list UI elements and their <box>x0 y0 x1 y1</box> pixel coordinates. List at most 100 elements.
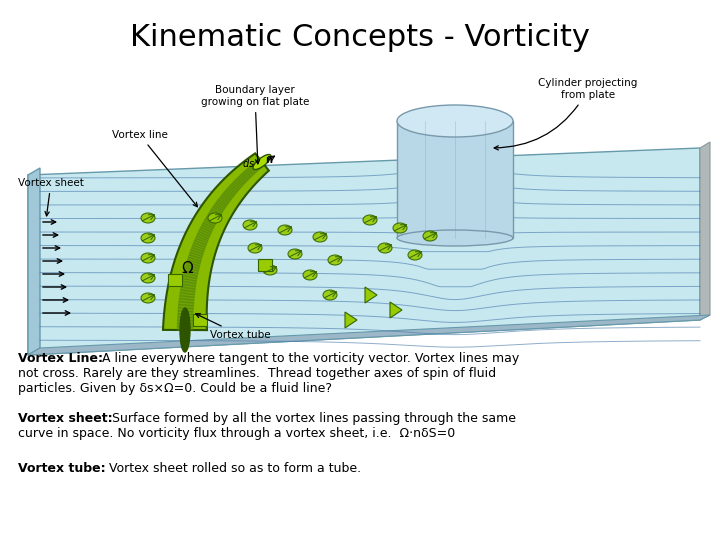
Polygon shape <box>177 323 193 327</box>
Polygon shape <box>190 250 203 256</box>
Polygon shape <box>189 252 202 259</box>
Text: A line everywhere tangent to the vorticity vector. Vortex lines may: A line everywhere tangent to the vortici… <box>98 352 519 365</box>
Polygon shape <box>208 213 219 220</box>
Text: $\it{ds}$: $\it{ds}$ <box>242 157 255 169</box>
Ellipse shape <box>180 308 190 352</box>
Ellipse shape <box>208 213 222 223</box>
Text: Vortex tube: Vortex tube <box>196 314 270 340</box>
Polygon shape <box>177 327 193 330</box>
Ellipse shape <box>328 255 342 265</box>
Polygon shape <box>179 295 194 300</box>
Ellipse shape <box>313 232 327 242</box>
Text: $\Omega$: $\Omega$ <box>181 260 194 276</box>
Polygon shape <box>242 172 249 180</box>
Polygon shape <box>365 287 377 303</box>
Polygon shape <box>186 265 199 271</box>
Polygon shape <box>258 159 264 166</box>
Bar <box>193 314 207 326</box>
Ellipse shape <box>397 230 513 246</box>
Text: $\mathbf{n}$: $\mathbf{n}$ <box>265 155 274 165</box>
Polygon shape <box>255 161 261 169</box>
Polygon shape <box>239 175 246 183</box>
Polygon shape <box>189 255 202 261</box>
Bar <box>258 259 272 271</box>
Polygon shape <box>28 148 700 355</box>
Polygon shape <box>193 243 205 249</box>
Polygon shape <box>181 281 196 286</box>
Polygon shape <box>230 184 238 192</box>
Text: Vortex tube:: Vortex tube: <box>18 462 106 475</box>
Text: Boundary layer
growing on flat plate: Boundary layer growing on flat plate <box>201 85 309 164</box>
Polygon shape <box>247 168 254 176</box>
Polygon shape <box>700 142 710 320</box>
Text: Vortex Line:: Vortex Line: <box>18 352 103 365</box>
Polygon shape <box>245 170 252 177</box>
Polygon shape <box>199 229 210 237</box>
Polygon shape <box>228 186 237 194</box>
Polygon shape <box>243 171 251 179</box>
Polygon shape <box>253 163 260 170</box>
Ellipse shape <box>243 220 257 230</box>
Ellipse shape <box>141 233 155 243</box>
Polygon shape <box>218 198 228 206</box>
Bar <box>168 274 182 286</box>
Ellipse shape <box>423 231 437 241</box>
Polygon shape <box>220 196 229 204</box>
Polygon shape <box>194 238 207 245</box>
Polygon shape <box>251 164 258 172</box>
Polygon shape <box>183 276 197 281</box>
Text: Surface formed by all the vortex lines passing through the same: Surface formed by all the vortex lines p… <box>108 412 516 425</box>
Text: Cylinder projecting
from plate: Cylinder projecting from plate <box>494 78 638 150</box>
Text: Vortex sheet:: Vortex sheet: <box>18 412 112 425</box>
Polygon shape <box>177 320 193 324</box>
Polygon shape <box>238 177 245 185</box>
Ellipse shape <box>323 290 337 300</box>
Polygon shape <box>28 315 710 355</box>
Polygon shape <box>192 245 204 252</box>
Polygon shape <box>187 260 200 266</box>
Polygon shape <box>178 314 193 318</box>
Polygon shape <box>210 211 220 218</box>
Polygon shape <box>217 199 227 207</box>
Polygon shape <box>184 273 197 279</box>
Polygon shape <box>180 293 194 298</box>
Polygon shape <box>235 178 244 186</box>
Ellipse shape <box>303 270 317 280</box>
Polygon shape <box>191 247 204 254</box>
Polygon shape <box>202 223 213 230</box>
Ellipse shape <box>253 154 271 170</box>
Text: particles. Given by δs×Ω=0. Could be a fluid line?: particles. Given by δs×Ω=0. Could be a f… <box>18 382 332 395</box>
Polygon shape <box>178 317 193 321</box>
Polygon shape <box>179 305 194 309</box>
Polygon shape <box>248 167 256 174</box>
Polygon shape <box>390 302 402 318</box>
Polygon shape <box>194 240 206 247</box>
Text: Vortex sheet rolled so as to form a tube.: Vortex sheet rolled so as to form a tube… <box>105 462 361 475</box>
Polygon shape <box>210 209 221 217</box>
Polygon shape <box>181 287 195 292</box>
Ellipse shape <box>363 215 377 225</box>
Polygon shape <box>225 189 234 197</box>
Polygon shape <box>250 165 257 173</box>
Polygon shape <box>186 262 199 268</box>
Ellipse shape <box>263 265 277 275</box>
Ellipse shape <box>393 223 407 233</box>
Text: curve in space. No vorticity flux through a vortex sheet, i.e.  Ω⋅nδS=0: curve in space. No vorticity flux throug… <box>18 427 455 440</box>
Ellipse shape <box>288 249 302 259</box>
Polygon shape <box>212 207 222 214</box>
Polygon shape <box>221 194 230 202</box>
Text: Kinematic Concepts - Vorticity: Kinematic Concepts - Vorticity <box>130 24 590 52</box>
Polygon shape <box>224 191 233 199</box>
Polygon shape <box>196 236 208 243</box>
Polygon shape <box>179 301 194 306</box>
Polygon shape <box>197 234 209 241</box>
Ellipse shape <box>141 213 155 223</box>
Ellipse shape <box>397 105 513 137</box>
Polygon shape <box>203 221 215 228</box>
Polygon shape <box>227 187 235 195</box>
Polygon shape <box>215 203 225 211</box>
Ellipse shape <box>141 253 155 263</box>
Polygon shape <box>181 284 195 289</box>
Polygon shape <box>185 268 199 273</box>
Polygon shape <box>397 121 513 238</box>
